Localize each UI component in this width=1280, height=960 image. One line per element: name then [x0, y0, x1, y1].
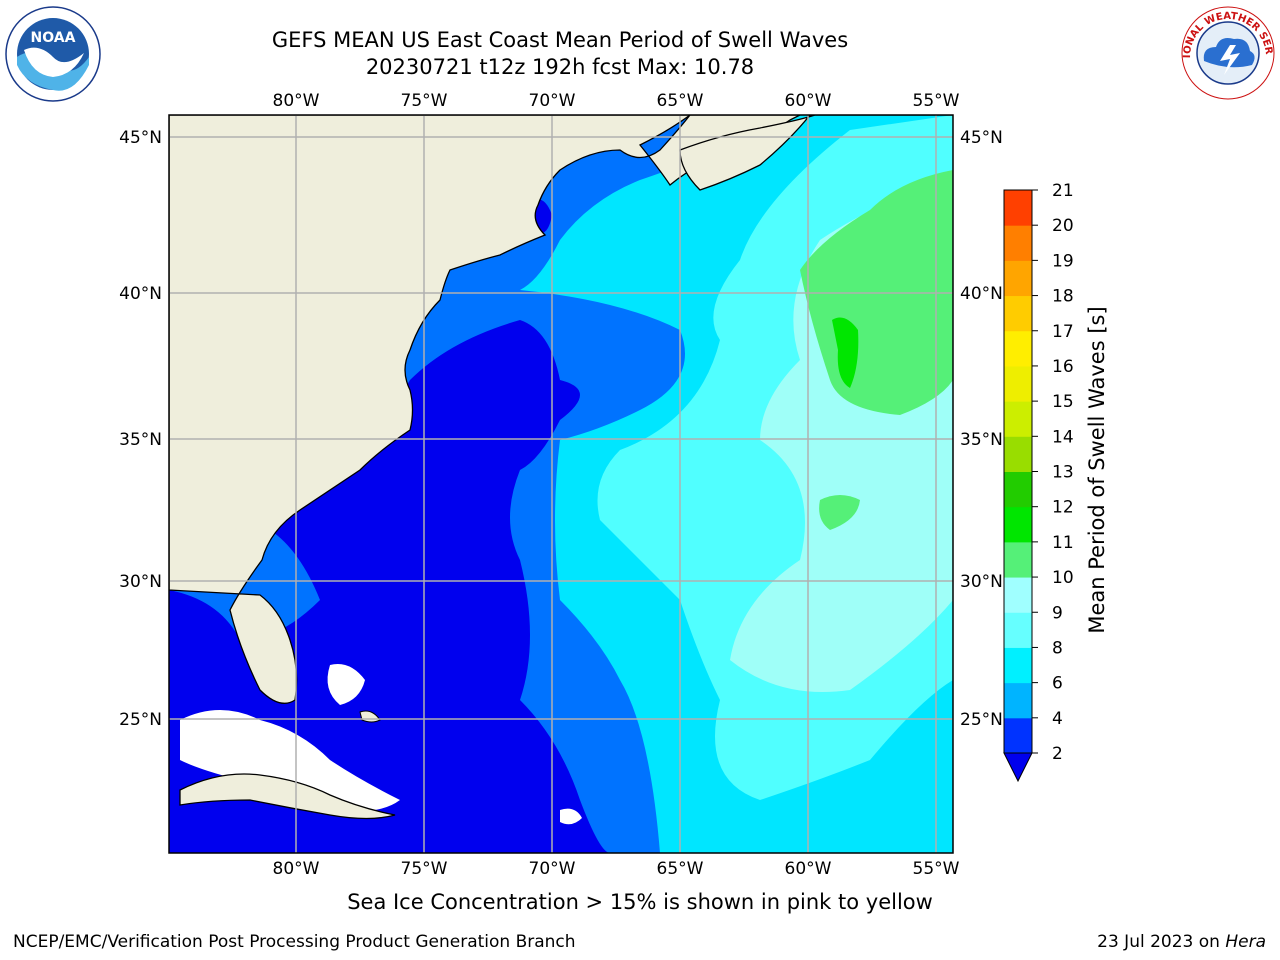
lat-labels-right: 45°N 40°N 35°N 30°N 25°N [960, 128, 1003, 730]
footer-date-text: 23 Jul 2023 on [1097, 932, 1226, 952]
map-frame [168, 114, 954, 854]
lon-label: 75°W [401, 91, 448, 111]
chart-subtitle: 20230721 t12z 192h fcst Max: 10.78 [365, 55, 755, 79]
land-cuba [179, 773, 396, 820]
lon-label: 75°W [401, 859, 448, 879]
colorbar-segment [1004, 717, 1032, 754]
svg-text:NOAA: NOAA [31, 30, 76, 46]
lon-labels-top: 80°W 75°W 70°W 65°W 60°W 55°W [273, 91, 960, 111]
colorbar-extend-arrow [1003, 752, 1033, 783]
colorbar-tick-label: 6 [1052, 674, 1063, 694]
lon-label: 60°W [785, 91, 832, 111]
ocean-field-9-10-patch [819, 495, 860, 530]
colorbar-tick-label: 9 [1052, 603, 1063, 623]
colorbar-segment [1004, 225, 1032, 261]
colorbar-tick-label: 20 [1052, 216, 1074, 236]
ocean-field-10-11 [832, 317, 859, 388]
colorbar-segment [1004, 330, 1032, 367]
chart-title: GEFS MEAN US East Coast Mean Period of S… [271, 28, 849, 52]
colorbar-tick-label: 21 [1052, 181, 1074, 201]
no-data-patch [180, 710, 400, 812]
colorbar-tick-label: 10 [1052, 568, 1074, 588]
colorbar-segment [1004, 190, 1032, 226]
colorbar-label: Mean Period of Swell Waves [s] [1085, 306, 1109, 634]
colorbar-tick-label: 15 [1052, 392, 1074, 412]
lat-label: 35°N [960, 430, 1003, 450]
colorbar-segment [1004, 260, 1032, 297]
lon-label: 70°W [529, 859, 576, 879]
map-area [169, 115, 953, 853]
colorbar-segment [1004, 541, 1032, 578]
lon-label: 55°W [913, 91, 960, 111]
colorbar-segment [1004, 401, 1032, 437]
lon-label: 65°W [657, 859, 704, 879]
colorbar-segment [1004, 577, 1032, 613]
colorbar-tick-label: 4 [1052, 709, 1063, 729]
land-nova-scotia [679, 115, 953, 191]
colorbar-segment [1004, 506, 1032, 543]
colorbar-segment [1004, 436, 1032, 472]
colorbar-tick-label: 11 [1052, 533, 1074, 553]
no-data-patch [560, 808, 582, 825]
lon-label: 65°W [657, 91, 704, 111]
colorbar-segment [1004, 365, 1032, 402]
sea-ice-note: Sea Ice Concentration > 15% is shown in … [347, 890, 933, 914]
footer-credit: NCEP/EMC/Verification Post Processing Pr… [13, 932, 576, 952]
lon-label: 55°W [913, 859, 960, 879]
lat-labels-left: 45°N 40°N 35°N 30°N 25°N [119, 128, 162, 730]
lon-label: 60°W [785, 859, 832, 879]
lat-label: 30°N [960, 572, 1003, 592]
lon-labels-bottom: 80°W 75°W 70°W 65°W 60°W 55°W [273, 859, 960, 879]
colorbar-segment [1004, 612, 1032, 648]
lat-label: 25°N [119, 710, 162, 730]
graticule [169, 115, 953, 853]
lat-label: 45°N [119, 128, 162, 148]
colorbar-tick-label: 17 [1052, 322, 1074, 342]
colorbar-tick-label: 8 [1052, 638, 1063, 658]
nws-logo-icon: NATIONAL WEATHER SERVICE [1180, 5, 1275, 100]
lon-label: 70°W [529, 91, 576, 111]
colorbar-segment [1004, 295, 1032, 332]
colorbar-tick-label: 13 [1052, 463, 1074, 483]
lon-label: 80°W [273, 91, 320, 111]
lat-label: 30°N [119, 572, 162, 592]
lat-label: 35°N [119, 430, 162, 450]
colorbar-tick-label: 19 [1052, 251, 1074, 271]
lat-label: 45°N [960, 128, 1003, 148]
colorbar: 2 4 6 8 9 10 11 12 13 14 15 16 17 18 19 20 21 [1003, 181, 1074, 783]
colorbar-tick-label: 18 [1052, 287, 1074, 307]
lat-label: 40°N [119, 284, 162, 304]
colorbar-tick-label: 12 [1052, 498, 1074, 518]
footer-date: 23 Jul 2023 on Hera [1097, 932, 1266, 952]
lat-label: 40°N [960, 284, 1003, 304]
colorbar-segment [1004, 471, 1032, 508]
no-data-patch [327, 664, 365, 705]
colorbar-segment [1004, 682, 1032, 719]
colorbar-tick-label: 2 [1052, 744, 1063, 764]
colorbar-segment [1004, 647, 1032, 684]
noaa-logo-icon: NOAA [5, 6, 101, 102]
colorbar-tick-label: 14 [1052, 427, 1074, 447]
footer-host: Hera [1225, 932, 1266, 952]
lat-label: 25°N [960, 710, 1003, 730]
lon-label: 80°W [273, 859, 320, 879]
colorbar-tick-label: 16 [1052, 357, 1074, 377]
